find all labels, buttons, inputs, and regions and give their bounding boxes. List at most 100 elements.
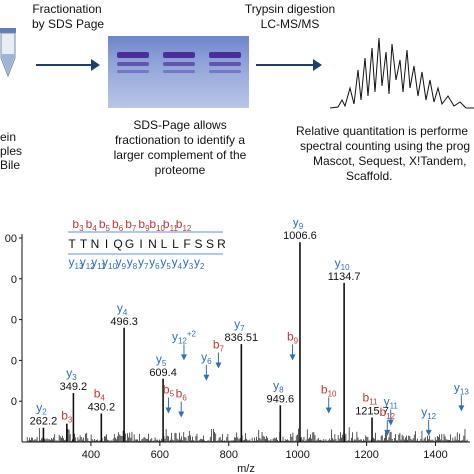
quant-caption-2: spectral counting using the prog bbox=[300, 139, 471, 153]
ion-arrowhead bbox=[203, 374, 210, 381]
peak-ion-label: y8 bbox=[273, 378, 284, 394]
peptide-residue: S bbox=[194, 237, 202, 251]
peak-ion-label: y3 bbox=[66, 366, 77, 382]
ion-label: y12+2 bbox=[172, 329, 197, 345]
y-ion-ladder-label: y9 bbox=[116, 255, 127, 271]
ion-arrowhead bbox=[178, 411, 185, 418]
ion-arrowhead bbox=[325, 407, 332, 414]
ion-label: b9 bbox=[287, 329, 299, 345]
peak-mz-label: 430.2 bbox=[88, 401, 116, 413]
peptide-residue: L bbox=[172, 237, 179, 251]
sds-page-gel bbox=[108, 36, 249, 108]
y-ion-ladder-label: y8 bbox=[127, 255, 138, 271]
x-tick-label: 1200 bbox=[354, 449, 378, 461]
arrow-right-icon bbox=[256, 59, 322, 71]
peptide-residue: I bbox=[139, 237, 142, 251]
y-ion-ladder-label: y5 bbox=[160, 255, 171, 271]
peptide-residue: T bbox=[68, 237, 76, 251]
step1-line1: Fractionation bbox=[32, 2, 102, 16]
ion-arrowhead bbox=[289, 354, 296, 361]
peak-mz-label: 949.6 bbox=[267, 393, 295, 405]
ion-arrowhead bbox=[165, 407, 172, 414]
peptide-residue: N bbox=[91, 237, 100, 251]
peak-ion-label: y9 bbox=[293, 220, 304, 231]
peak-ion-label: y2 bbox=[36, 401, 47, 417]
peak-mz-label: 496.3 bbox=[110, 316, 138, 328]
y-tick-label: 0 bbox=[11, 396, 17, 408]
peak-mz-label: 836.51 bbox=[225, 332, 259, 344]
left-text-1: ein bbox=[0, 130, 17, 144]
left-text-2: ples bbox=[0, 144, 23, 158]
x-tick-label: 1000 bbox=[285, 449, 309, 461]
peptide-residue: G bbox=[125, 237, 134, 251]
peak-mz-label: 1215.7 bbox=[355, 406, 389, 418]
step2-line1: Trypsin digestion bbox=[244, 2, 336, 16]
y-ion-ladder-label: y13 bbox=[69, 255, 84, 271]
y-tick-label: 0 bbox=[11, 355, 17, 367]
y-ion-ladder-label: y12 bbox=[80, 255, 95, 271]
peak-ion-label: b4 bbox=[94, 386, 106, 402]
peak-mz-label: 262.2 bbox=[30, 416, 58, 428]
tube-icon bbox=[0, 28, 20, 78]
quant-caption-3: Mascot, Sequest, X!Tandem, bbox=[313, 154, 467, 168]
step1-line2: by SDS Page bbox=[32, 17, 105, 31]
peak-ion-label: b3 bbox=[61, 409, 73, 425]
peptide-residue: S bbox=[206, 237, 214, 251]
y-ion-ladder-label: y6 bbox=[149, 255, 160, 271]
y-ion-ladder-label: y4 bbox=[172, 255, 183, 271]
y-ion-ladder-label: y2 bbox=[194, 255, 205, 271]
b-ion-ladder-label: b4 bbox=[86, 220, 98, 233]
peptide-residue: F bbox=[183, 237, 190, 251]
b-ion-ladder-label: b3 bbox=[72, 220, 84, 233]
ion-label: y12 bbox=[421, 405, 436, 421]
b-ion-ladder-label: b10 bbox=[149, 220, 165, 233]
peptide-residue: T bbox=[80, 237, 88, 251]
x-tick-label: 1400 bbox=[423, 449, 447, 461]
gel-lane bbox=[206, 36, 244, 108]
y-tick-label: 0 bbox=[11, 315, 17, 327]
ion-arrowhead bbox=[384, 429, 391, 436]
b-ion-ladder-label: b5 bbox=[99, 220, 111, 233]
ion-label: b7 bbox=[213, 338, 225, 354]
y-tick-label: 0 bbox=[11, 274, 17, 286]
ion-label: b10 bbox=[321, 382, 337, 398]
gel-lane bbox=[160, 36, 198, 108]
peak-mz-label: 1134.7 bbox=[328, 271, 361, 283]
ion-arrowhead bbox=[180, 354, 187, 361]
x-tick-label: 600 bbox=[151, 449, 169, 461]
chromatogram-icon bbox=[329, 30, 474, 117]
gel-caption-2: fractionation to identify a bbox=[114, 133, 246, 147]
b-ion-ladder-label: b12 bbox=[176, 220, 192, 233]
peptide-residue: L bbox=[161, 237, 168, 251]
peak-ion-label: y5 bbox=[156, 352, 167, 368]
left-text-3: Bile bbox=[0, 158, 21, 172]
quant-caption-1: Relative quantitation is performe bbox=[296, 124, 469, 138]
x-axis-label: m/z bbox=[237, 463, 255, 474]
ion-arrowhead bbox=[215, 362, 222, 369]
y-ion-ladder-label: y10 bbox=[102, 255, 117, 271]
y-ion-ladder-label: y7 bbox=[138, 255, 149, 271]
gel-caption-4: proteome bbox=[154, 163, 206, 177]
peptide-residue: R bbox=[217, 237, 226, 251]
ion-arrowhead bbox=[425, 429, 432, 436]
gel-lane bbox=[114, 36, 152, 108]
peptide-residue: I bbox=[105, 237, 108, 251]
ion-label: b12 bbox=[379, 405, 395, 421]
ion-arrowhead bbox=[458, 405, 465, 412]
peptide-residue: N bbox=[148, 237, 157, 251]
x-tick-label: 800 bbox=[220, 449, 238, 461]
peptide-residue: Q bbox=[113, 237, 122, 251]
step2-line2: LC-MS/MS bbox=[260, 17, 320, 31]
ion-label: b6 bbox=[176, 387, 188, 403]
ion-arrowhead bbox=[387, 419, 394, 426]
peak-ion-label: y7 bbox=[234, 317, 245, 333]
peak-mz-label: 609.4 bbox=[149, 367, 177, 379]
gel-caption-3: larger complement of the bbox=[113, 148, 247, 162]
peak-mz-label: 1006.6 bbox=[283, 230, 317, 242]
peak-ion-label: y10 bbox=[335, 256, 350, 272]
b-ion-ladder-label: b7 bbox=[125, 220, 137, 233]
ion-label: y6 bbox=[201, 350, 212, 366]
ion-label: b5 bbox=[163, 382, 175, 398]
peak-ion-label: y4 bbox=[117, 301, 128, 317]
